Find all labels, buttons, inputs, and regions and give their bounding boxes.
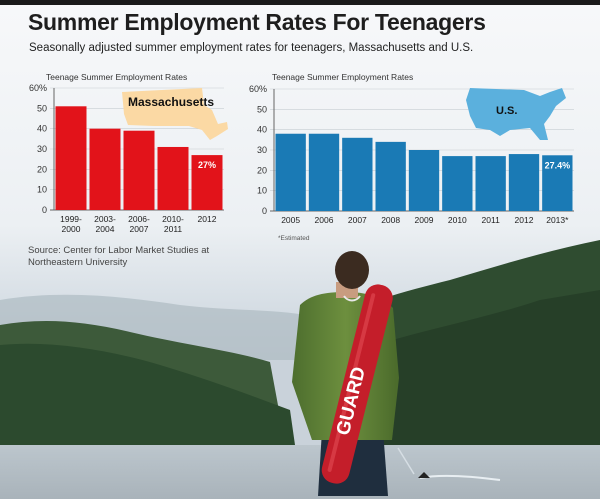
us-y-tick-label: 0 xyxy=(262,206,267,216)
ma-y-tick-label: 10 xyxy=(37,185,47,195)
ma-data-label: 27% xyxy=(198,160,216,170)
page-subtitle: Seasonally adjusted summer employment ra… xyxy=(29,42,474,54)
ma-x-tick-label: 2010-2011 xyxy=(162,214,184,234)
ma-y-tick-label: 50 xyxy=(37,103,47,113)
us-x-tick-label: 2013* xyxy=(546,215,569,225)
us-y-tick-label: 20 xyxy=(257,165,267,175)
us-map-label: U.S. xyxy=(496,105,517,117)
us-bar xyxy=(275,133,306,211)
us-bar xyxy=(508,154,540,211)
ma-y-tick-label: 40 xyxy=(37,124,47,134)
ma-bar xyxy=(89,128,121,210)
us-x-tick-label: 2006 xyxy=(315,215,334,225)
ma-bar xyxy=(55,106,87,210)
us-bar xyxy=(308,133,340,211)
us-x-tick-label: 2008 xyxy=(381,215,400,225)
ma-y-tick-label: 0 xyxy=(42,205,47,215)
us-x-tick-label: 2011 xyxy=(482,215,501,225)
massachusetts-map-icon xyxy=(122,88,228,140)
us-x-tick-label: 2010 xyxy=(448,215,467,225)
ma-bar xyxy=(191,155,223,210)
us-chart: Teenage Summer Employment Rates 0 10 20 30 4… xyxy=(249,72,574,242)
us-chart-title: Teenage Summer Employment Rates xyxy=(272,72,413,82)
top-bar xyxy=(0,0,600,5)
ma-x-tick-label: 2012 xyxy=(198,214,217,224)
massachusetts-map-label: Massachusetts xyxy=(128,95,214,109)
ma-chart-title: Teenage Summer Employment Rates xyxy=(46,72,187,82)
us-data-label: 27.4% xyxy=(545,160,571,170)
us-bar xyxy=(408,150,440,211)
ma-x-tick-label: 2003-2004 xyxy=(94,214,116,234)
us-y-tick-label: 60% xyxy=(249,84,267,94)
us-bar xyxy=(342,137,373,211)
us-x-tick-label: 2009 xyxy=(415,215,434,225)
us-y-tick-label: 30 xyxy=(257,145,267,155)
ma-x-tick-label: 1999-2000 xyxy=(60,214,82,234)
us-bar xyxy=(375,141,406,211)
us-y-tick-label: 40 xyxy=(257,125,267,135)
page-title: Summer Employment Rates For Teenagers xyxy=(28,9,486,35)
us-x-tick-label: 2005 xyxy=(281,215,300,225)
ma-bar xyxy=(157,146,189,210)
us-y-tick-label: 10 xyxy=(257,186,267,196)
ma-y-tick-label: 60% xyxy=(29,83,47,93)
footnote: *Estimated xyxy=(278,235,310,242)
us-x-tick-label: 2012 xyxy=(515,215,534,225)
source-note: Source: Center for Labor Market Studies … xyxy=(28,245,210,268)
massachusetts-chart: Teenage Summer Employment Rates 0 10 20 30 4… xyxy=(29,72,228,234)
us-bar xyxy=(542,155,573,211)
us-x-tick-label: 2007 xyxy=(348,215,367,225)
ma-x-tick-label: 2006-2007 xyxy=(128,214,150,234)
us-bar xyxy=(442,156,473,211)
ma-bar xyxy=(123,130,155,210)
ma-y-tick-label: 30 xyxy=(37,144,47,154)
us-map-icon xyxy=(466,88,566,140)
us-bar xyxy=(475,156,506,211)
us-y-tick-label: 50 xyxy=(257,104,267,114)
ma-y-tick-label: 20 xyxy=(37,164,47,174)
